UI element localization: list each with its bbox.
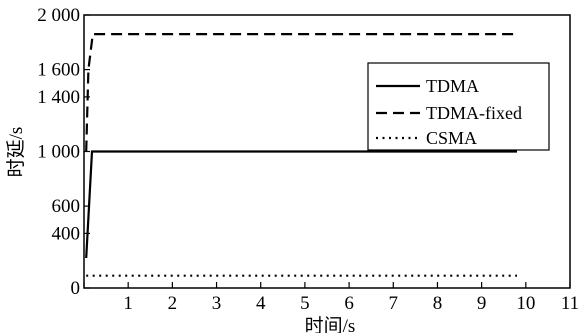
- y-tick-label: 1 400: [37, 87, 80, 108]
- x-tick-label: 10: [516, 293, 535, 314]
- y-tick-label: 600: [52, 196, 81, 217]
- legend-label-tdma: TDMA: [426, 76, 479, 96]
- series-lines: [85, 32, 517, 277]
- x-tick-label: 6: [344, 293, 354, 314]
- x-tick-label: 2: [168, 293, 178, 314]
- x-tick-label: 1: [123, 293, 133, 314]
- y-tick-label: 2 000: [37, 5, 80, 26]
- legend: TDMA TDMA-fixed CSMA: [367, 62, 550, 151]
- legend-box: [367, 62, 550, 151]
- legend-label-tdma-fixed: TDMA-fixed: [426, 103, 522, 123]
- y-tick-label: 1 600: [37, 60, 80, 81]
- x-axis: 1 2 3 4 5 6 7 8 9 10 11: [83, 282, 579, 314]
- x-tick-label: 7: [389, 293, 399, 314]
- x-tick-label: 4: [256, 293, 266, 314]
- y-tick-label: 0: [71, 278, 81, 299]
- x-tick-label: 3: [212, 293, 222, 314]
- x-axis-title: 时间/s: [305, 315, 356, 333]
- x-tick-label: 5: [300, 293, 310, 314]
- series-line-tdma: [85, 150, 517, 259]
- y-axis: 0 400 600 1 000 1 400 1 600 2 000: [37, 5, 90, 299]
- x-tick-label: 11: [561, 293, 579, 314]
- legend-label-csma: CSMA: [426, 128, 477, 148]
- y-axis-title: 时延/s: [5, 127, 27, 178]
- y-tick-label: 1 000: [37, 142, 80, 163]
- y-tick-label: 400: [52, 223, 81, 244]
- series-line-tdma-fixed: [85, 32, 517, 152]
- x-tick-label: 8: [433, 293, 443, 314]
- x-tick-label: 9: [477, 293, 487, 314]
